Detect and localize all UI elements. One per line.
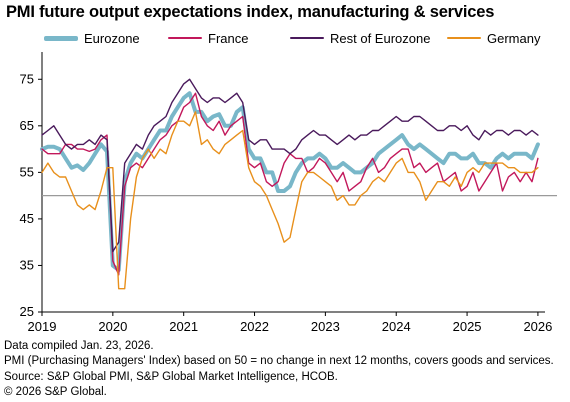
x-tick-label: 2025 [453, 319, 482, 334]
x-tick-label: 2022 [240, 319, 269, 334]
chart-title: PMI future output expectations index, ma… [6, 3, 495, 21]
x-tick-label: 2020 [98, 319, 127, 334]
y-tick-label: 25 [20, 304, 34, 319]
y-tick-label: 55 [20, 164, 34, 179]
legend-swatch-eurozone [44, 35, 78, 41]
legend-swatch-germany [447, 37, 481, 39]
legend-label-germany: Germany [487, 30, 541, 46]
legend-label-eurozone: Eurozone [84, 30, 140, 46]
legend-label-rest-of-eurozone: Rest of Eurozone [330, 30, 431, 46]
chart-footer: Data compiled Jan. 23, 2026. PMI (Purcha… [4, 339, 554, 401]
y-tick-label: 35 [20, 257, 34, 272]
legend-swatch-france [168, 37, 202, 39]
legend-label-france: France [208, 30, 249, 46]
x-tick-label: 2023 [311, 319, 340, 334]
footer-note: PMI (Purchasing Managers' Index) based o… [4, 355, 554, 368]
y-tick-label: 65 [20, 118, 34, 133]
legend-item-france: France [168, 28, 248, 48]
series-line-germany [41, 111, 539, 290]
y-tick-label: 45 [20, 211, 34, 226]
legend-item-germany: Germany [447, 28, 540, 48]
footer-copyright: © 2026 S&P Global. [4, 386, 107, 399]
footer-date: Data compiled Jan. 23, 2026. [4, 340, 154, 352]
y-tick-label: 75 [20, 71, 34, 86]
legend-swatch-rest-of-eurozone [290, 37, 324, 39]
x-tick-label: 2021 [169, 319, 198, 334]
series-line-rest-of-eurozone [41, 78, 539, 253]
chart-plot: 25 35 45 55 65 75 2019 2020 2021 2022 2023 2024 2025… [20, 52, 557, 334]
footer-source: Source: S&P Global PMI, S&P Global Marke… [4, 370, 338, 383]
x-tick-label: 2026 [523, 319, 552, 334]
series-line-eurozone [40, 91, 540, 273]
legend-item-rest-of-eurozone: Rest of Eurozone [290, 28, 430, 48]
x-tick-label: 2024 [382, 319, 411, 334]
chart-legend: Eurozone France Rest of Eurozone Germany [0, 28, 570, 48]
x-tick-label: 2019 [28, 319, 57, 334]
legend-item-eurozone: Eurozone [44, 28, 140, 48]
